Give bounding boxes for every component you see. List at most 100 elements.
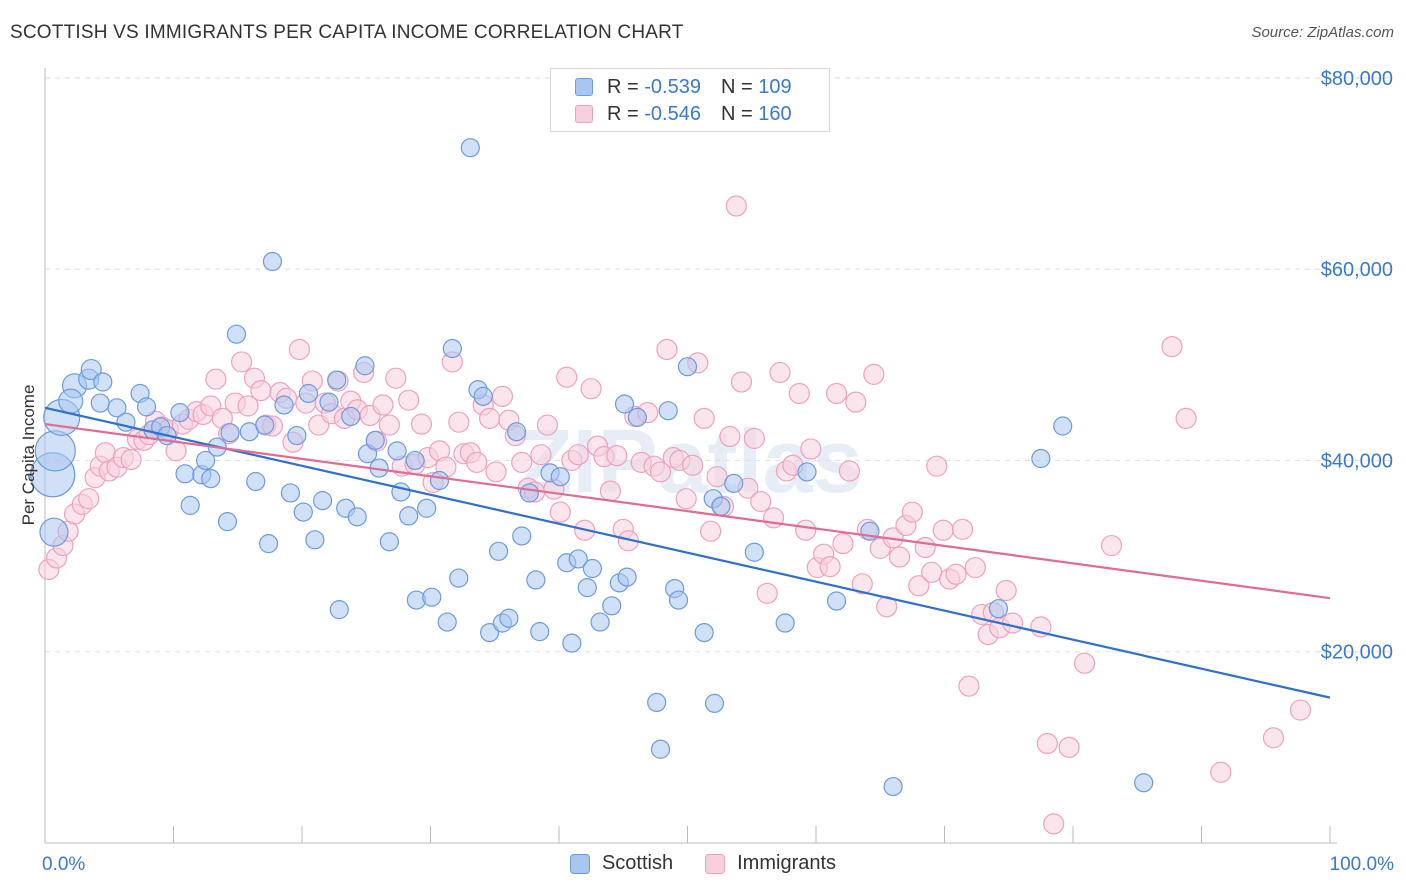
- trend-line-scottish: [44, 406, 1331, 699]
- x-axis-ticks: [44, 826, 1331, 843]
- point-scottish: [489, 541, 509, 561]
- point-scottish: [329, 600, 349, 620]
- point-scottish: [220, 423, 240, 443]
- point-immigrants: [485, 461, 507, 483]
- point-scottish: [775, 613, 795, 633]
- legend-swatch-scottish: [569, 853, 590, 874]
- point-immigrants: [398, 389, 420, 411]
- point-immigrants: [410, 413, 433, 435]
- legend-label-scottish: Scottish: [601, 852, 674, 874]
- point-scottish: [107, 398, 127, 418]
- legend-r-value-scottish: -0.539: [644, 75, 701, 98]
- point-immigrants: [832, 533, 854, 555]
- point-immigrants: [1036, 732, 1058, 755]
- point-immigrants: [372, 394, 394, 416]
- point-scottish: [405, 450, 425, 471]
- point-scottish: [582, 558, 603, 579]
- point-immigrants: [491, 385, 514, 407]
- point-scottish: [399, 506, 419, 526]
- point-scottish: [196, 450, 216, 471]
- point-scottish: [499, 608, 519, 628]
- point-scottish: [797, 462, 817, 482]
- point-immigrants: [838, 460, 861, 482]
- point-immigrants: [725, 195, 747, 217]
- point-scottish: [180, 495, 200, 515]
- point-immigrants: [706, 466, 728, 488]
- point-immigrants: [730, 371, 753, 393]
- point-immigrants: [951, 518, 974, 540]
- point-immigrants: [78, 488, 100, 510]
- point-immigrants: [682, 454, 704, 476]
- point-scottish: [355, 356, 375, 376]
- point-immigrants: [908, 575, 930, 597]
- point-immigrants: [1058, 736, 1080, 758]
- point-immigrants: [288, 338, 311, 361]
- point-immigrants: [756, 582, 778, 604]
- point-scottish: [437, 612, 457, 632]
- series-legend: Scottish Immigrants: [0, 852, 1406, 875]
- chart-title: SCOTTISH VS IMMIGRANTS PER CAPITA INCOME…: [10, 22, 684, 43]
- legend-item-scottish[interactable]: Scottish: [569, 852, 674, 875]
- y-tick-label: $60,000: [1321, 259, 1393, 281]
- point-scottish: [136, 397, 157, 417]
- point-immigrants: [995, 579, 1017, 602]
- point-immigrants: [845, 391, 867, 413]
- series-scottish: [30, 138, 1154, 797]
- point-immigrants: [914, 536, 936, 559]
- point-immigrants: [964, 556, 986, 579]
- point-scottish: [473, 386, 493, 406]
- point-immigrants: [769, 361, 791, 384]
- point-scottish: [312, 491, 333, 511]
- legend-item-immigrants[interactable]: Immigrants: [705, 852, 836, 875]
- point-immigrants: [649, 461, 672, 483]
- point-scottish: [1053, 416, 1073, 436]
- point-immigrants: [750, 490, 772, 513]
- point-immigrants: [1210, 761, 1232, 783]
- point-scottish: [1134, 773, 1154, 793]
- point-scottish: [34, 430, 76, 472]
- point-scottish: [460, 138, 480, 158]
- point-scottish: [258, 534, 279, 554]
- point-scottish: [287, 425, 307, 446]
- point-scottish: [39, 517, 69, 547]
- point-immigrants: [530, 444, 552, 466]
- point-immigrants: [700, 520, 722, 542]
- point-scottish: [647, 692, 667, 713]
- point-scottish: [217, 512, 238, 532]
- point-immigrants: [863, 363, 885, 385]
- legend-label-immigrants: Immigrants: [737, 852, 837, 874]
- point-immigrants: [901, 501, 923, 523]
- point-immigrants: [945, 563, 967, 585]
- legend-swatch-immigrants: [575, 105, 593, 123]
- point-immigrants: [1073, 652, 1096, 674]
- trend-lines: [44, 406, 1331, 699]
- point-scottish: [650, 739, 671, 759]
- point-immigrants: [743, 427, 765, 450]
- point-immigrants: [599, 480, 622, 502]
- point-immigrants: [932, 519, 954, 541]
- point-scottish: [58, 388, 84, 414]
- point-immigrants: [1262, 727, 1285, 749]
- point-scottish: [365, 430, 385, 450]
- point-immigrants: [231, 351, 253, 373]
- point-scottish: [262, 251, 283, 272]
- point-immigrants: [120, 448, 142, 471]
- point-scottish: [526, 570, 546, 590]
- point-scottish: [319, 392, 339, 412]
- point-immigrants: [556, 366, 578, 388]
- point-immigrants: [385, 367, 407, 389]
- point-scottish: [988, 599, 1009, 619]
- point-scottish: [694, 622, 714, 643]
- point-scottish: [298, 383, 319, 404]
- point-scottish: [627, 407, 647, 427]
- point-immigrants: [1043, 813, 1065, 835]
- point-scottish: [255, 415, 275, 435]
- y-tick-label: $20,000: [1321, 642, 1393, 664]
- y-axis-tick-labels: $20,000 $40,000 $60,000 $80,000: [1321, 68, 1393, 664]
- point-scottish: [550, 467, 570, 487]
- legend-row-immigrants: R = -0.546 N = 160: [575, 101, 792, 127]
- point-immigrants: [549, 501, 571, 523]
- point-scottish: [658, 401, 678, 421]
- point-immigrants: [237, 395, 259, 417]
- point-scottish: [305, 530, 325, 550]
